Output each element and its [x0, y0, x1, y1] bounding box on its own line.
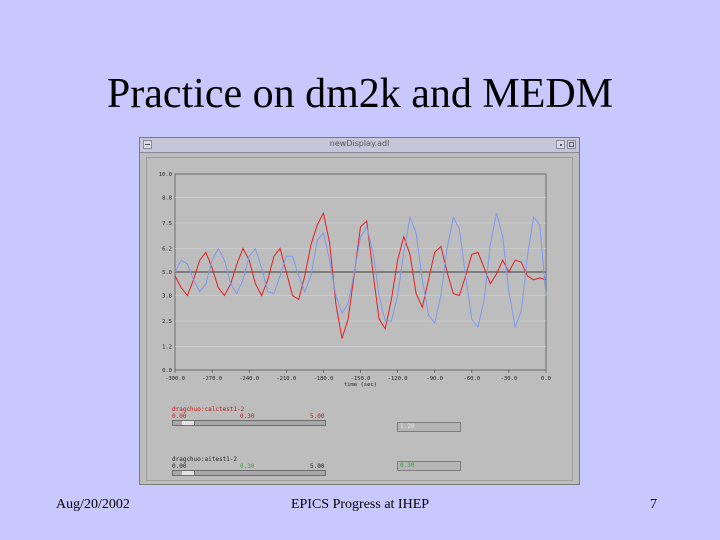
x-tick-label: 0.0: [541, 376, 551, 382]
y-tick-label: 10.0: [159, 172, 172, 178]
display-panel: 0.0 1.2 2.5 3.8 5.0 6.2 7.5 8.8 10.0 -300.0 -270.0…: [146, 157, 573, 481]
control-2-slider-thumb[interactable]: [182, 471, 196, 475]
control-1-label: dragchuo:calctest1-2: [172, 406, 245, 413]
series-line-1: [174, 211, 547, 339]
medm-window[interactable]: newDisplay.adl 0.0 1.2 2.5 3.8 5.0 6.2 7.5 8.8 1…: [139, 137, 580, 485]
control-2-readout: 0.30: [397, 461, 461, 471]
y-tick-label: 6.2: [162, 246, 172, 252]
footer-center: EPICS Progress at IHEP: [290, 497, 430, 512]
y-tick-label: 3.8: [162, 294, 172, 300]
control-1-slider[interactable]: [172, 420, 326, 426]
control-1-value: 0.30: [240, 413, 255, 420]
x-axis-label: time (sec): [344, 382, 377, 388]
x-tick-label: -270.0: [202, 376, 222, 382]
y-tick-label: 1.2: [162, 344, 172, 350]
y-tick-label: 0.0: [162, 368, 172, 374]
control-2-value: 0.30: [240, 463, 255, 470]
x-tick-label: -120.0: [388, 376, 408, 382]
window-title: newDisplay.adl: [329, 139, 390, 148]
slide-title: Practice on dm2k and MEDM: [106, 71, 614, 117]
series-line-2: [174, 213, 547, 329]
x-tick-label: -30.0: [501, 376, 518, 382]
control-2-label: dragchuo:aitest1-2: [172, 456, 238, 463]
control-2-max: 5.00: [310, 463, 325, 470]
window-menu-button[interactable]: [143, 140, 152, 149]
x-tick-label: -300.0: [165, 376, 185, 382]
y-tick-label: 5.0: [162, 270, 172, 276]
control-2-slider[interactable]: [172, 470, 326, 476]
y-tick-label: 8.8: [162, 196, 172, 202]
x-tick-label: -180.0: [313, 376, 333, 382]
x-tick-label: -60.0: [464, 376, 481, 382]
x-tick-label: -210.0: [276, 376, 296, 382]
y-tick-label: 7.5: [162, 221, 172, 227]
control-2-min: 0.00: [172, 463, 187, 470]
page-number: 7: [650, 497, 657, 512]
control-1-slider-thumb[interactable]: [182, 421, 196, 425]
x-tick-label: -240.0: [239, 376, 259, 382]
footer-date: Aug/20/2002: [56, 497, 130, 512]
x-tick-label: -90.0: [426, 376, 443, 382]
strip-chart: 0.0 1.2 2.5 3.8 5.0 6.2 7.5 8.8 10.0 -300.0 -270.0…: [159, 172, 551, 388]
control-1-max: 5.00: [310, 413, 325, 420]
minimize-button[interactable]: [556, 140, 565, 149]
x-tick-label: -150.0: [351, 376, 371, 382]
window-titlebar[interactable]: newDisplay.adl: [140, 138, 579, 153]
maximize-button[interactable]: [567, 140, 576, 149]
control-1-min: 0.00: [172, 413, 187, 420]
control-1-readout: 1.20: [397, 422, 461, 432]
y-tick-label: 2.5: [162, 319, 172, 325]
